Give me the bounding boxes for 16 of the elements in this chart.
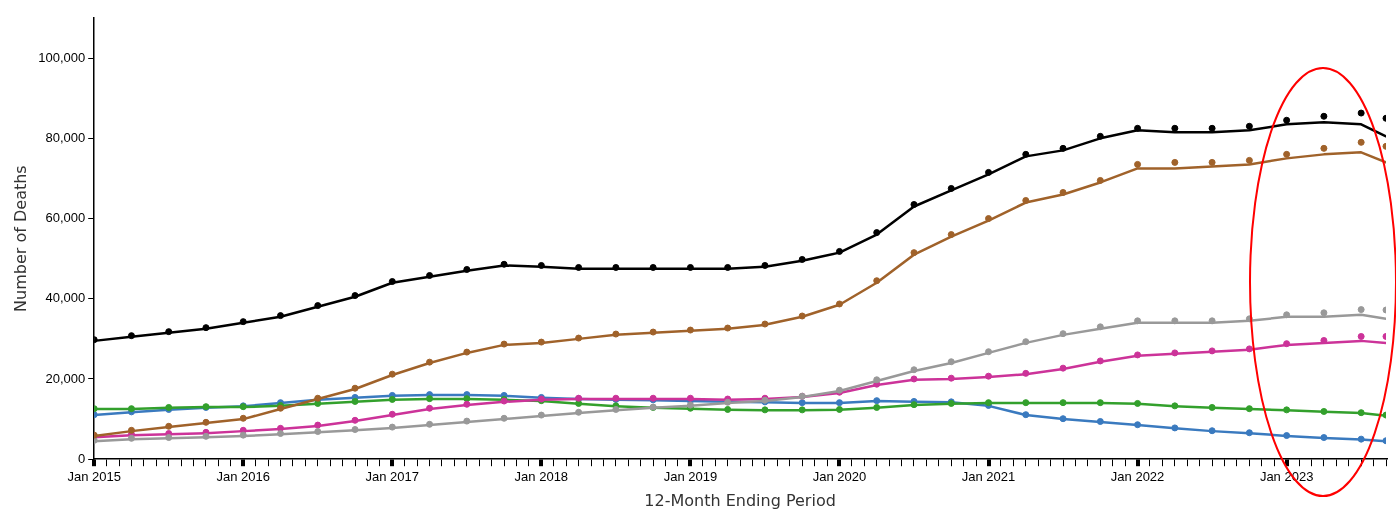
y-tick-label: 80,000 — [45, 129, 86, 145]
x-tick-label: Jan 2019 — [663, 468, 718, 484]
x-tick-label: Jan 2020 — [812, 468, 867, 484]
y-tick-label: 0 — [77, 450, 86, 466]
x-axis-title: 12-Month Ending Period — [644, 490, 836, 510]
y-tick-label: 100,000 — [38, 49, 86, 65]
x-tick-label: Jan 2022 — [1110, 468, 1165, 484]
x-tick-label: Jan 2018 — [514, 468, 569, 484]
y-tick-label: 40,000 — [45, 290, 86, 306]
x-tick-label: Jan 2016 — [216, 468, 270, 484]
y-tick-label: 20,000 — [45, 370, 86, 386]
y-tick-label: 60,000 — [45, 210, 86, 226]
x-tick-label: Jan 2015 — [67, 468, 121, 484]
x-tick-label: Jan 2021 — [961, 468, 1016, 484]
x-tick-label: Jan 2017 — [365, 468, 420, 484]
y-axis-title: Number of Deaths — [10, 165, 30, 312]
